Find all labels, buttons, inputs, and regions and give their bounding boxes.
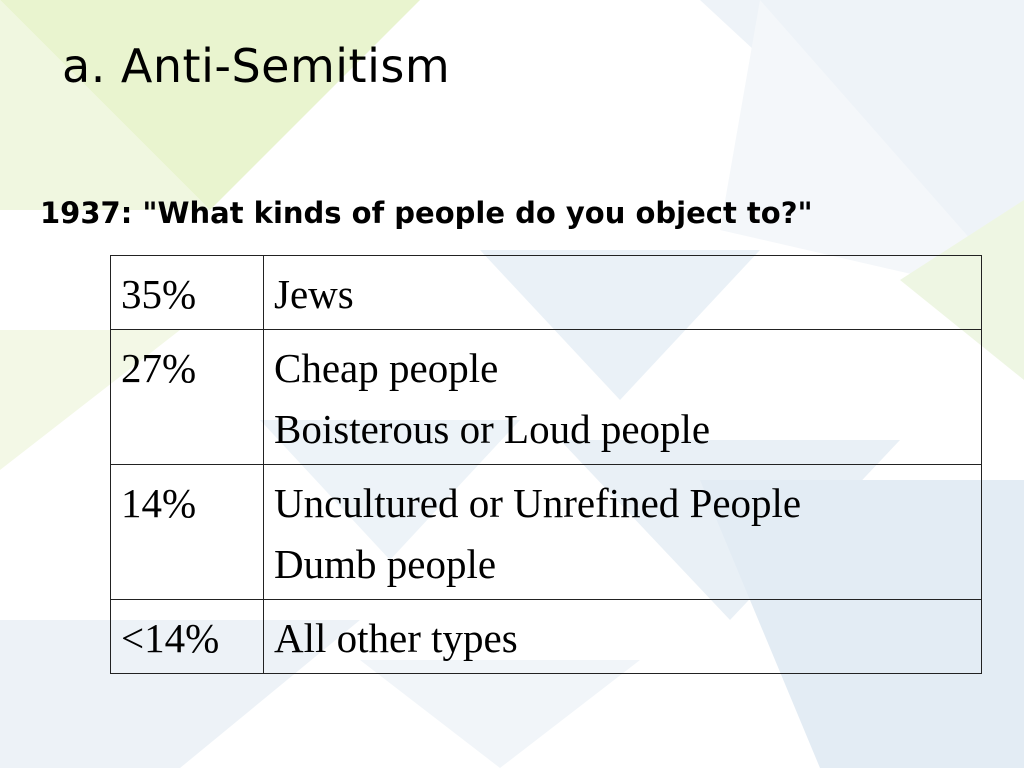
slide-title: a. Anti-Semitism [62,39,451,93]
category-label: Uncultured or Unrefined People [274,480,802,526]
table-row: 35% Jews [110,255,982,330]
background-blue-triangle [360,660,640,768]
percent-cell: 27% [110,329,264,465]
category-label: Boisterous or Loud people [274,406,711,452]
percent-cell: 35% [110,255,264,330]
background-blue-triangle [720,0,1024,300]
category-label: Dumb people [274,541,497,587]
category-cell: All other types [263,599,982,674]
category-label: All other types [274,615,518,661]
percent-cell: <14% [110,599,264,674]
category-label: Cheap people [274,345,499,391]
table-row: 14% Uncultured or Unrefined People Dumb … [110,464,982,600]
table-row: 27% Cheap people Boisterous or Loud peop… [110,329,982,465]
table-row: <14% All other types [110,599,982,674]
survey-results-table: 35% Jews 27% Cheap people Boisterous or … [110,255,982,674]
background-green-triangle [0,0,210,210]
percent-cell: 14% [110,464,264,600]
category-label: Jews [274,271,354,317]
category-cell: Uncultured or Unrefined People Dumb peop… [263,464,982,600]
category-cell: Cheap people Boisterous or Loud people [263,329,982,465]
slide-subtitle: 1937: "What kinds of people do you objec… [40,196,813,230]
background-green-triangle [0,0,420,210]
category-cell: Jews [263,255,982,330]
